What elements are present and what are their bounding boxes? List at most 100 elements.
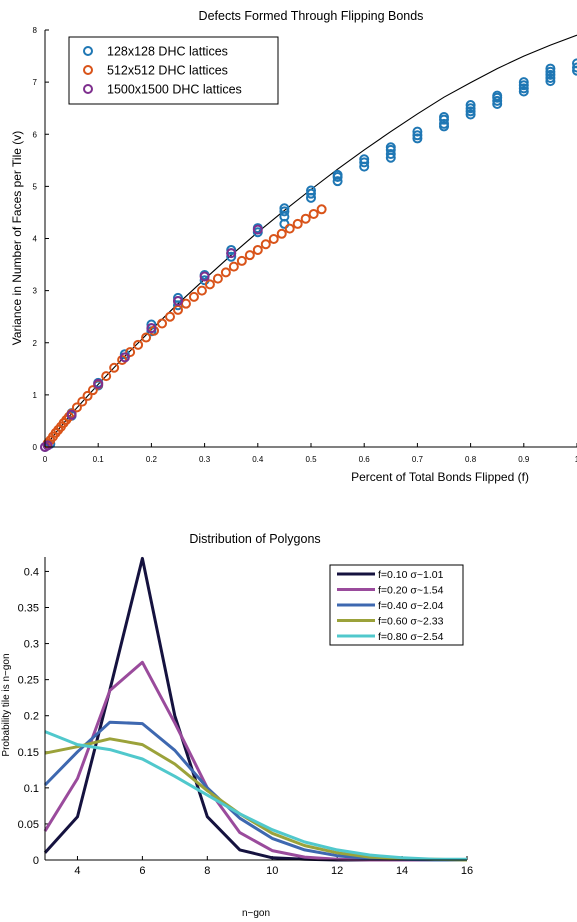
scatter-point	[359, 157, 370, 168]
scatter-legend-marker	[83, 65, 93, 75]
line-y-tick-label: 0.35	[18, 603, 39, 615]
scatter-point	[93, 378, 104, 389]
scatter-legend-label: 1500x1500 DHC lattices	[107, 83, 242, 97]
scatter-point	[212, 273, 223, 284]
scatter-point	[412, 130, 423, 141]
scatter-point	[465, 100, 476, 111]
scatter-point	[359, 154, 370, 165]
scatter-point	[71, 402, 82, 413]
scatter-point	[260, 239, 271, 250]
line-legend-label: f=0.10 σ~1.01	[378, 569, 444, 581]
scatter-point	[228, 261, 239, 272]
scatter-point	[141, 332, 152, 343]
line-plot-area: 4 6 8 10 12 14 16 0 0.05 0.1 0.15 0.2 0.25 0.3 0.35 0.4	[18, 556, 474, 877]
scatter-x-tick-label: 0.3	[199, 455, 211, 464]
line-y-tick-label: 0.2	[24, 711, 39, 723]
scatter-point	[412, 126, 423, 137]
scatter-point	[173, 296, 183, 307]
scatter-point	[82, 390, 93, 401]
scatter-point	[66, 409, 77, 420]
scatter-point	[77, 396, 88, 407]
scatter-point	[412, 133, 423, 144]
scatter-point	[157, 318, 168, 329]
scatter-x-tick-label: 0.1	[93, 455, 105, 464]
line-x-tick-label: 10	[266, 865, 278, 877]
scatter-point	[284, 223, 295, 234]
scatter-point	[439, 118, 449, 129]
scatter-x-tick-label: 0.2	[146, 455, 158, 464]
line-x-tick-label: 4	[74, 865, 80, 877]
line-x-tick-label: 12	[331, 865, 343, 877]
scatter-point	[165, 311, 176, 322]
scatter-point	[439, 112, 449, 123]
scatter-point	[252, 244, 263, 255]
scatter-y-tick-label: 8	[33, 26, 38, 35]
line-y-tick-label: 0.05	[18, 819, 39, 831]
scatter-xlabel: Percent of Total Bonds Flipped (f)	[351, 470, 529, 484]
line-series-path	[43, 720, 467, 862]
scatter-ticks: 0 0.1 0.2 0.3 0.4 0.5 0.6 0.7 0.8 0.9 1 0 1 2 3 4 5 6 7 8	[33, 26, 577, 464]
scatter-point	[87, 385, 98, 396]
line-x-tick-label: 8	[204, 865, 210, 877]
scatter-point	[199, 271, 210, 282]
scatter-y-tick-label: 5	[33, 182, 38, 191]
scatter-point	[196, 285, 207, 296]
line-ticks: 4 6 8 10 12 14 16 0 0.05 0.1 0.15 0.2 0.25 0.3 0.35 0.4	[18, 566, 474, 877]
line-x-tick-label: 14	[396, 865, 408, 877]
line-series-path	[43, 660, 467, 862]
scatter-legend-label: 128x128 DHC lattices	[107, 45, 228, 59]
scatter-point	[492, 90, 503, 101]
scatter-y-tick-label: 3	[33, 287, 38, 296]
scatter-point	[300, 213, 311, 224]
scatter-x-tick-label: 0.5	[305, 455, 317, 464]
scatter-x-tick-label: 0	[43, 455, 48, 464]
scatter-legend-box	[68, 36, 279, 105]
scatter-legend-marker	[83, 46, 93, 56]
scatter-point	[226, 251, 237, 262]
scatter-point	[188, 291, 199, 302]
line-x-tick-label: 16	[461, 865, 473, 877]
scatter-point	[572, 65, 577, 76]
scatter-point	[149, 325, 160, 336]
scatter-legend-label: 512x512 DHC lattices	[107, 64, 228, 78]
line-legend-label: f=0.60 σ~2.33	[378, 616, 444, 628]
scatter-point	[204, 279, 215, 290]
scatter-x-tick-label: 1	[575, 455, 577, 464]
scatter-point	[545, 69, 556, 80]
scatter-y-tick-label: 7	[33, 78, 38, 87]
scatter-point	[572, 58, 577, 69]
line-legend-items: f=0.10 σ~1.01 f=0.20 σ~1.54 f=0.40 σ~2.04 f…	[337, 569, 444, 643]
scatter-x-tick-label: 0.9	[518, 455, 530, 464]
scatter-point	[385, 149, 396, 160]
scatter-point	[545, 66, 556, 77]
line-legend: f=0.10 σ~1.01 f=0.20 σ~1.54 f=0.40 σ~2.04 f…	[329, 564, 464, 646]
scatter-point	[465, 103, 476, 114]
scatter-point	[226, 244, 237, 255]
scatter-point	[125, 347, 136, 358]
scatter-point	[492, 95, 503, 106]
scatter-point	[42, 440, 53, 451]
scatter-point	[133, 339, 144, 350]
line-chart: Distribution of Polygons 4 6 8 10 12 14 16 0 0.0…	[1, 532, 473, 919]
scatter-point	[332, 176, 343, 187]
scatter-point	[220, 267, 231, 278]
scatter-point	[518, 77, 529, 88]
scatter-point	[518, 86, 529, 97]
scatter-x-tick-label: 0.4	[252, 455, 264, 464]
scatter-point	[292, 218, 303, 229]
scatter-point	[545, 76, 556, 87]
scatter-point	[518, 83, 529, 94]
scatter-point	[308, 209, 319, 220]
scatter-point	[572, 62, 577, 73]
scatter-point	[545, 72, 556, 83]
line-legend-label: f=0.80 σ~2.54	[378, 631, 444, 643]
scatter-point	[180, 298, 191, 309]
scatter-y-tick-label: 1	[33, 391, 38, 400]
line-ylabel: Probability tile is n−gon	[1, 653, 12, 756]
line-y-tick-label: 0.25	[18, 675, 39, 687]
scatter-point	[518, 80, 529, 91]
line-series-path	[44, 730, 467, 861]
scatter-x-tick-label: 0.6	[359, 455, 371, 464]
scatter-point	[252, 224, 263, 235]
